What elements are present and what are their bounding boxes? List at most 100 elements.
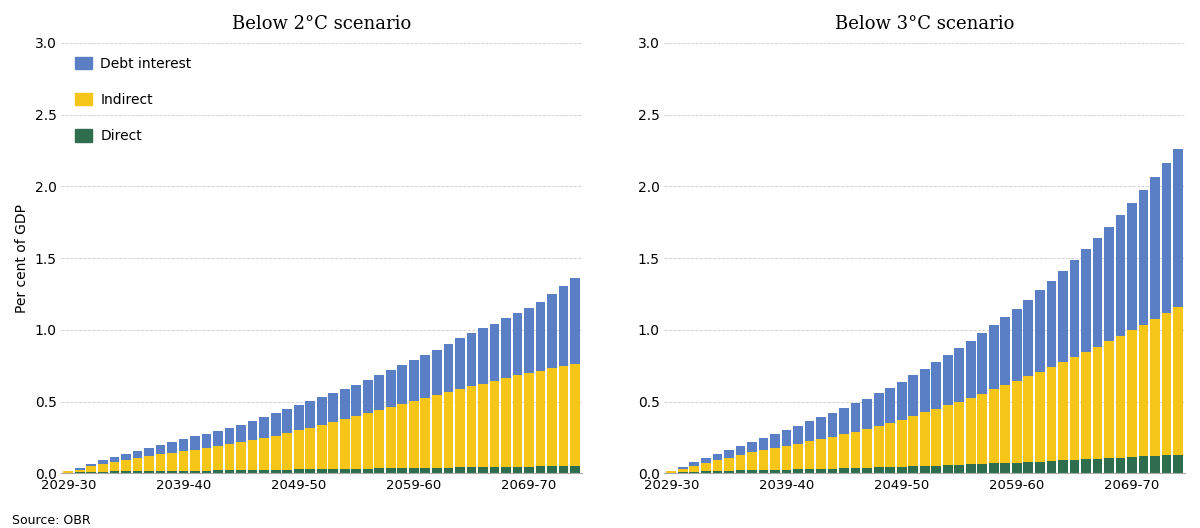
Bar <box>374 375 384 410</box>
Bar <box>224 428 234 444</box>
Bar <box>954 348 964 402</box>
Text: Source: OBR: Source: OBR <box>12 514 91 527</box>
Bar <box>851 431 860 468</box>
Bar <box>770 434 780 448</box>
Bar <box>214 470 223 473</box>
Bar <box>758 470 768 473</box>
Bar <box>678 467 688 469</box>
Bar <box>1001 317 1010 385</box>
Bar <box>736 470 745 473</box>
Bar <box>886 423 895 467</box>
Bar <box>920 412 930 466</box>
Bar <box>109 457 119 461</box>
Bar <box>1001 463 1010 473</box>
Bar <box>467 467 476 473</box>
Bar <box>931 362 941 409</box>
Bar <box>132 471 143 473</box>
Bar <box>1024 462 1033 473</box>
Bar <box>1127 203 1136 331</box>
Bar <box>1150 456 1160 473</box>
Bar <box>190 449 200 471</box>
Bar <box>132 458 143 471</box>
Bar <box>362 413 373 468</box>
Bar <box>502 467 511 473</box>
Bar <box>282 433 292 469</box>
Bar <box>247 440 258 470</box>
Bar <box>1069 357 1079 460</box>
Bar <box>748 452 757 470</box>
Bar <box>1092 347 1103 459</box>
Bar <box>74 468 85 469</box>
Y-axis label: Per cent of GDP: Per cent of GDP <box>14 204 29 313</box>
Bar <box>305 401 316 428</box>
Bar <box>851 468 860 473</box>
Bar <box>502 318 511 378</box>
Bar <box>305 469 316 473</box>
Bar <box>317 397 326 425</box>
Bar <box>989 389 998 464</box>
Bar <box>86 464 96 466</box>
Bar <box>167 452 176 471</box>
Bar <box>839 435 848 468</box>
Bar <box>713 454 722 460</box>
Bar <box>1034 461 1045 473</box>
Bar <box>943 355 953 405</box>
Bar <box>282 409 292 433</box>
Bar <box>690 472 700 473</box>
Bar <box>701 471 710 473</box>
Bar <box>839 468 848 473</box>
Bar <box>362 468 373 473</box>
Bar <box>1012 463 1021 473</box>
Bar <box>294 469 304 473</box>
Bar <box>340 469 349 473</box>
Bar <box>943 405 953 465</box>
Bar <box>770 470 780 473</box>
Bar <box>144 448 154 456</box>
Bar <box>1116 458 1126 473</box>
Bar <box>202 433 211 448</box>
Bar <box>1127 457 1136 473</box>
Bar <box>432 395 442 468</box>
Bar <box>329 469 338 473</box>
Bar <box>570 278 580 364</box>
Bar <box>793 469 803 473</box>
Bar <box>374 468 384 473</box>
Bar <box>386 468 396 473</box>
Bar <box>908 416 918 466</box>
Bar <box>1174 307 1183 455</box>
Bar <box>64 471 73 472</box>
Bar <box>724 458 734 471</box>
Bar <box>713 460 722 471</box>
Bar <box>224 444 234 470</box>
Bar <box>781 446 791 470</box>
Bar <box>874 393 883 426</box>
Bar <box>770 448 780 470</box>
Bar <box>179 451 188 471</box>
Bar <box>851 403 860 431</box>
Bar <box>966 464 976 473</box>
Bar <box>1174 455 1183 473</box>
Bar <box>863 429 872 468</box>
Bar <box>1058 460 1068 473</box>
Bar <box>294 406 304 430</box>
Bar <box>886 467 895 473</box>
Bar <box>478 467 488 473</box>
Bar <box>329 422 338 469</box>
Bar <box>1046 281 1056 367</box>
Bar <box>1069 260 1079 357</box>
Bar <box>886 388 895 423</box>
Bar <box>455 389 464 467</box>
Bar <box>317 425 326 469</box>
Bar <box>701 463 710 471</box>
Bar <box>816 469 826 473</box>
Bar <box>978 393 988 464</box>
Bar <box>490 381 499 467</box>
Bar <box>547 466 557 473</box>
Bar <box>1058 270 1068 362</box>
Bar <box>317 469 326 473</box>
Bar <box>781 430 791 446</box>
Bar <box>121 454 131 459</box>
Bar <box>467 334 476 386</box>
Bar <box>908 375 918 416</box>
Bar <box>1162 163 1171 313</box>
